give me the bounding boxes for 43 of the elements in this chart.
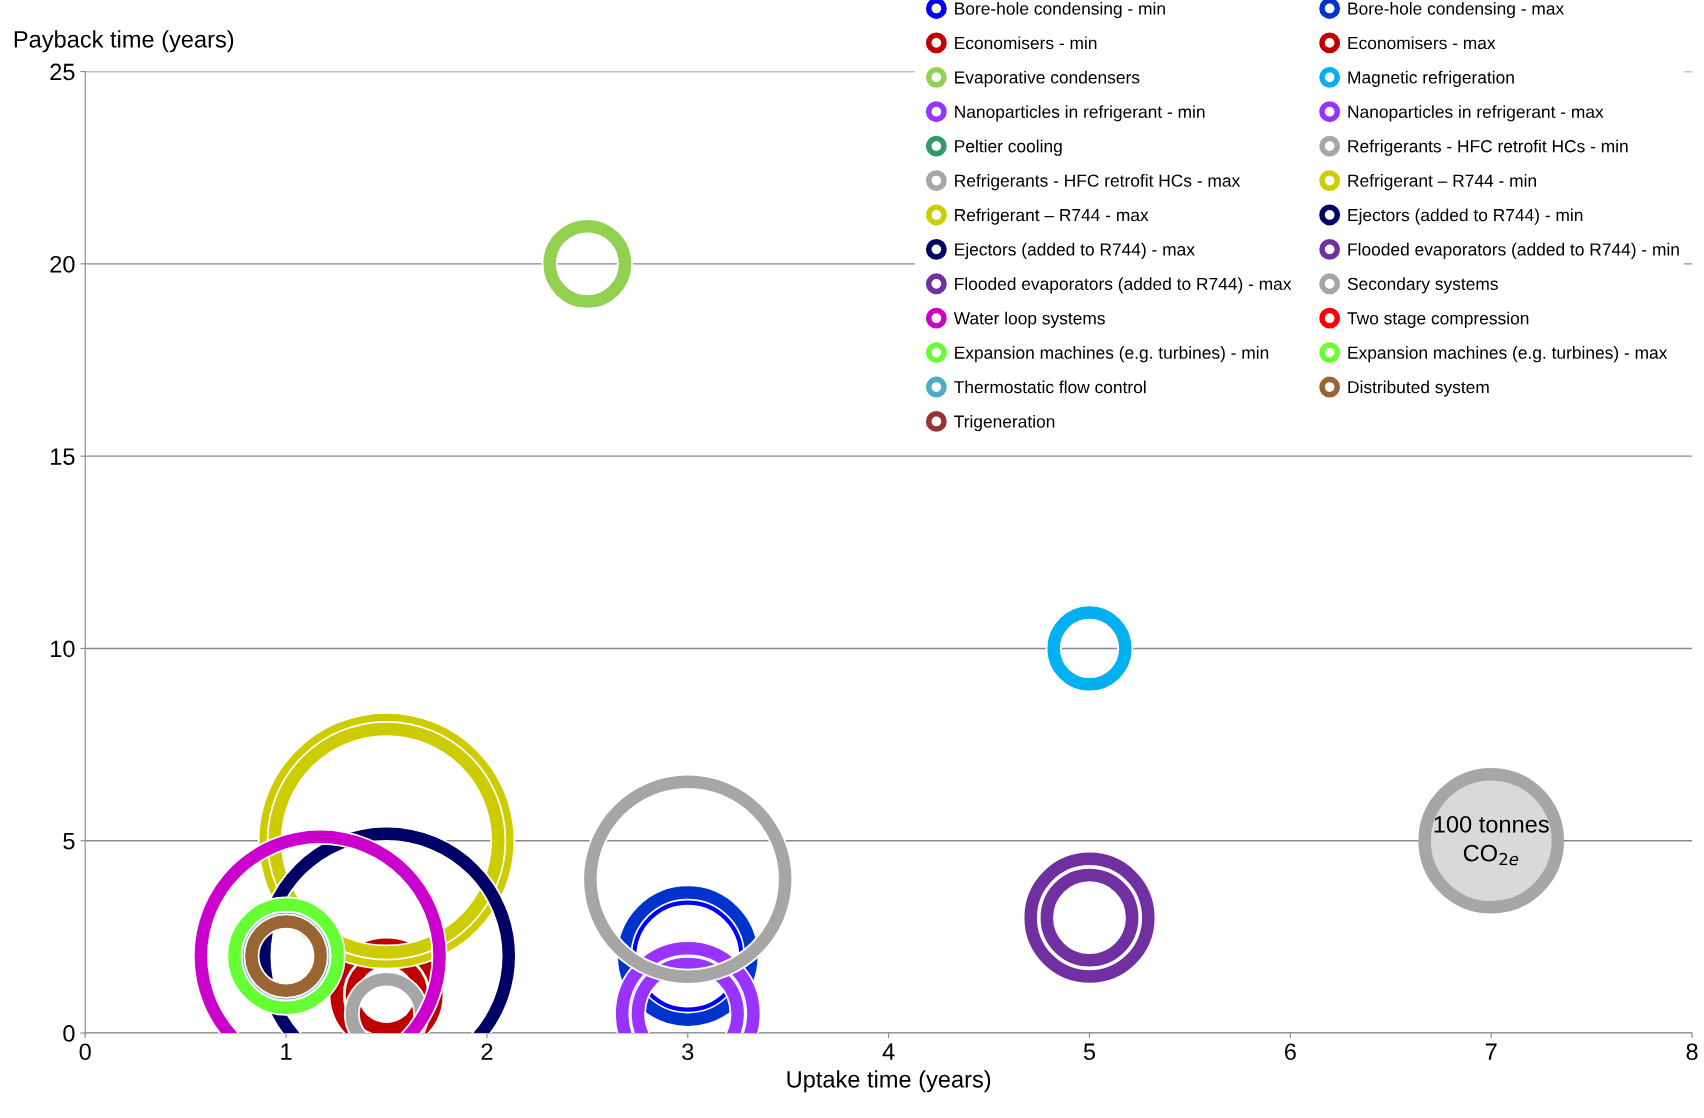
legend-label: 100 tonnes CO$_{2e}$: [1434, 815, 1549, 866]
legend-label: Expansion machines (e.g. turbines) - max: [1348, 346, 1668, 363]
y-tick-label: 10: [51, 640, 75, 658]
legend-label: Thermostatic flow control: [954, 380, 1146, 394]
x-tick-label: 1: [281, 1043, 292, 1060]
x-tick-label: 7: [1485, 1043, 1497, 1060]
legend-label: Refrigerant – R744 - max: [955, 208, 1149, 225]
legend-label: Nanoparticles in refrigerant - max: [1348, 105, 1604, 122]
legend-label: Economisers - min: [955, 36, 1097, 50]
legend-label: Flooded evaporators (added to R744) - min: [1348, 242, 1679, 260]
legend-label: Secondary systems: [1347, 277, 1498, 294]
legend-label: Trigeneration: [954, 414, 1055, 432]
x-axis-title: Uptake time (years): [787, 1070, 991, 1093]
x-tick-label: 0: [79, 1043, 91, 1061]
y-axis-title: Payback time (years): [14, 30, 234, 53]
x-tick-label: 2: [481, 1043, 493, 1060]
legend-label: Refrigerant – R744 - min: [1348, 174, 1536, 191]
legend-label: Two stage compression: [1347, 311, 1529, 328]
legend-label: Expansion machines (e.g. turbines) - min: [955, 346, 1269, 363]
legend-label: Evaporative condensers: [955, 70, 1140, 87]
legend-label: Bore-hole condensing - max: [1348, 1, 1564, 19]
y-tick-label: 15: [51, 448, 75, 465]
legend-label: Bore-hole condensing - min: [955, 1, 1165, 19]
x-tick-label: 3: [682, 1043, 694, 1061]
y-tick-label: 0: [63, 1025, 75, 1042]
legend-label: Nanoparticles in refrigerant - min: [955, 105, 1205, 122]
legend-label: Flooded evaporators (added to R744) - max: [955, 277, 1292, 294]
y-tick-label: 25: [50, 63, 75, 81]
legend-label: Economisers - max: [1348, 36, 1496, 50]
legend-label: Ejectors (added to R744) - min: [1348, 208, 1583, 225]
legend-label: Peltier cooling: [955, 139, 1062, 156]
x-tick-label: 8: [1686, 1043, 1698, 1061]
legend-label: Refrigerants - HFC retrofit HCs - max: [955, 174, 1241, 191]
y-tick-label: 20: [50, 255, 75, 273]
legend-label: Water loop systems: [953, 311, 1105, 328]
x-tick-label: 6: [1284, 1043, 1296, 1061]
y-tick-label: 5: [63, 833, 75, 850]
x-tick-label: 4: [882, 1043, 895, 1060]
legend-label: Magnetic refrigeration: [1348, 70, 1514, 87]
legend-label: Refrigerants - HFC retrofit HCs - min: [1348, 139, 1628, 156]
legend-label: Ejectors (added to R744) - max: [955, 242, 1195, 260]
legend-label: Distributed system: [1348, 380, 1489, 397]
x-tick-label: 5: [1083, 1043, 1096, 1061]
